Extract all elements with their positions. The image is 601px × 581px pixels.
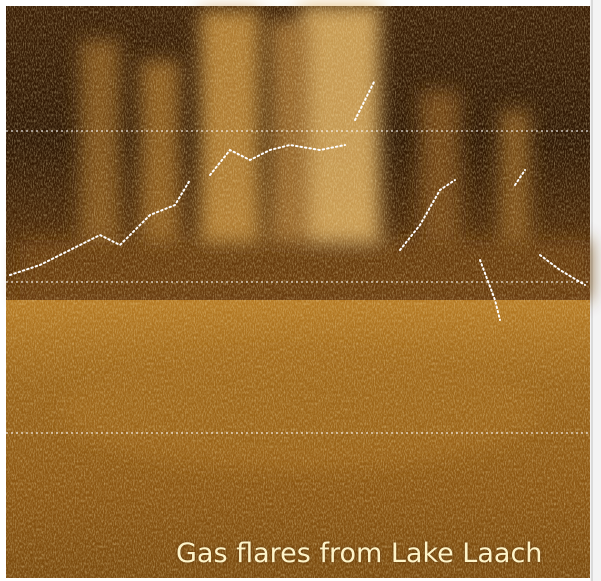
- caption: Gas flares from Lake Laach: [176, 538, 542, 569]
- page: {"caption": "Gas flares from Lake Laach"…: [0, 0, 601, 581]
- sonar-image: [0, 0, 601, 581]
- sonar-content: [6, 6, 590, 578]
